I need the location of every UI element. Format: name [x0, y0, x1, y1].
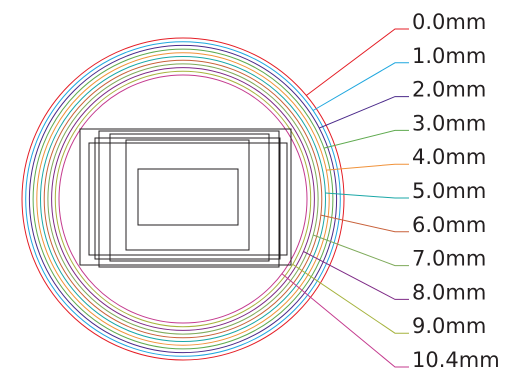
image-circle-3 [32, 48, 334, 350]
leader-lines [281, 28, 409, 368]
sensor-outline-inner [137, 168, 239, 226]
leader-line-5 [325, 192, 409, 199]
leader-line-7 [313, 234, 409, 267]
ring-labels: 0.0mm 1.0mm 2.0mm 3.0mm 4.0mm 5.0mm 6.0mm 7.0mm… [412, 10, 500, 372]
image-circles [21, 37, 345, 361]
ring-label-2: 2.0mm [412, 78, 486, 102]
leader-line-4 [326, 163, 409, 171]
leader-line-1 [312, 62, 409, 111]
ring-label-5: 5.0mm [412, 179, 486, 203]
image-circle-8 [51, 67, 315, 331]
leader-line-6 [320, 214, 409, 233]
image-circle-6 [43, 59, 323, 339]
image-circle-9 [54, 70, 312, 328]
image-circle-1 [25, 41, 341, 357]
image-circle-7 [47, 63, 319, 335]
image-circle-4 [36, 52, 330, 346]
leader-line-9 [292, 263, 409, 334]
ring-label-8: 8.0mm [412, 280, 486, 304]
ring-label-3: 3.0mm [412, 111, 486, 135]
ring-label-9: 9.0mm [412, 314, 486, 338]
leader-line-10 [281, 273, 409, 368]
ring-label-6: 6.0mm [412, 213, 486, 237]
sensor-outline-2 [98, 130, 280, 268]
sensor-outline-1 [88, 142, 288, 256]
ring-label-7: 7.0mm [412, 247, 486, 271]
image-circle-2 [28, 44, 338, 354]
leader-line-3 [323, 129, 409, 149]
image-circle-5 [40, 56, 326, 342]
ring-label-1: 1.0mm [412, 44, 486, 68]
sensor-outline-5 [94, 137, 281, 260]
sensor-outline-3 [109, 133, 270, 262]
sensor-outline-outer [79, 128, 292, 266]
sensor-outline-4 [125, 139, 250, 251]
leader-line-0 [306, 28, 409, 96]
ring-label-10: 10.4mm [412, 348, 500, 372]
ring-label-4: 4.0mm [412, 145, 486, 169]
image-circle-0 [21, 37, 345, 361]
image-circle-10 [58, 74, 308, 324]
sensor-outlines [79, 128, 292, 268]
leader-line-8 [303, 251, 409, 300]
leader-line-2 [319, 96, 409, 129]
ring-label-0: 0.0mm [412, 10, 486, 34]
